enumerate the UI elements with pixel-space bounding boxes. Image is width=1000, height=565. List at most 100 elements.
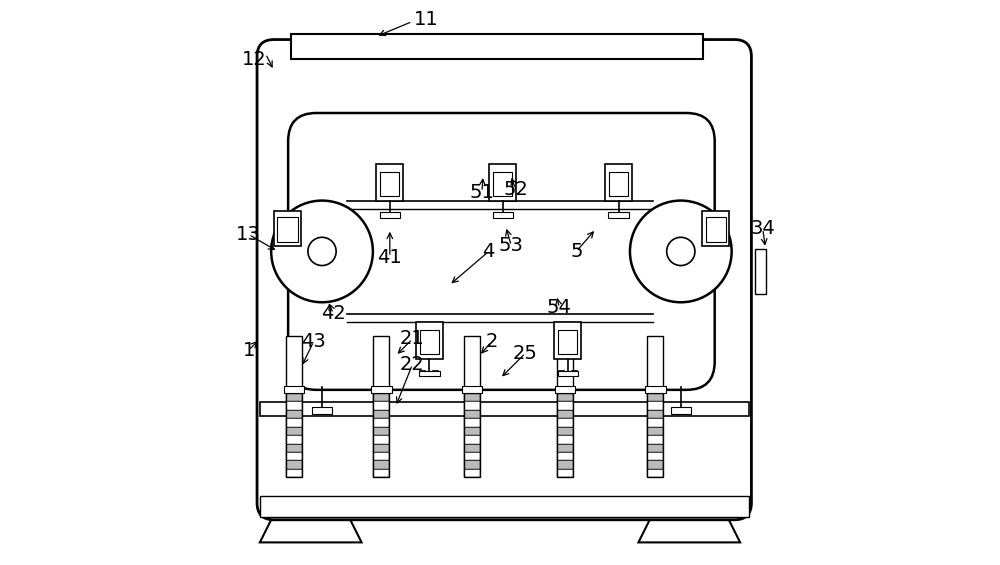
Bar bbox=[645, 386, 666, 393]
Bar bbox=[286, 410, 302, 418]
Bar bbox=[558, 330, 577, 354]
Bar bbox=[286, 418, 302, 427]
Bar bbox=[557, 435, 573, 444]
Bar bbox=[493, 172, 512, 196]
Text: 4: 4 bbox=[483, 242, 495, 261]
Bar bbox=[647, 427, 663, 435]
Bar bbox=[647, 393, 663, 477]
Bar bbox=[647, 444, 663, 452]
Bar bbox=[671, 407, 691, 414]
Bar bbox=[373, 460, 389, 469]
Bar bbox=[647, 435, 663, 444]
Bar bbox=[286, 401, 302, 410]
Text: 51: 51 bbox=[469, 182, 494, 202]
Circle shape bbox=[667, 237, 695, 266]
Bar bbox=[286, 452, 302, 460]
Bar bbox=[464, 452, 480, 460]
Bar bbox=[464, 418, 480, 427]
Bar bbox=[416, 322, 443, 359]
Bar bbox=[464, 393, 480, 477]
Bar bbox=[647, 452, 663, 460]
Bar bbox=[373, 452, 389, 460]
Bar bbox=[557, 427, 573, 435]
Text: 34: 34 bbox=[750, 219, 775, 238]
Bar bbox=[647, 410, 663, 418]
Bar bbox=[647, 336, 663, 393]
Bar bbox=[557, 393, 573, 477]
Text: 43: 43 bbox=[301, 332, 326, 351]
Bar bbox=[286, 393, 302, 401]
Circle shape bbox=[271, 201, 373, 302]
Bar bbox=[286, 393, 302, 477]
Bar bbox=[373, 393, 389, 477]
Circle shape bbox=[308, 237, 336, 266]
Bar bbox=[260, 402, 749, 416]
Bar bbox=[464, 427, 480, 435]
Bar bbox=[557, 393, 573, 401]
Text: 5: 5 bbox=[570, 242, 583, 261]
Bar bbox=[464, 336, 480, 393]
Text: 22: 22 bbox=[400, 355, 425, 374]
Text: 25: 25 bbox=[513, 344, 538, 363]
Bar bbox=[286, 460, 302, 469]
Bar bbox=[373, 393, 389, 401]
Text: 2: 2 bbox=[485, 332, 498, 351]
Bar bbox=[373, 435, 389, 444]
Bar bbox=[419, 371, 440, 376]
Bar bbox=[286, 427, 302, 435]
Bar bbox=[493, 212, 513, 218]
Bar bbox=[420, 330, 439, 354]
Bar bbox=[286, 435, 302, 444]
Text: 11: 11 bbox=[414, 10, 439, 29]
Bar bbox=[464, 435, 480, 444]
Bar bbox=[557, 418, 573, 427]
Bar bbox=[380, 172, 399, 196]
Bar bbox=[312, 407, 332, 414]
Text: 13: 13 bbox=[236, 225, 261, 244]
Bar bbox=[376, 164, 403, 201]
Bar bbox=[557, 460, 573, 469]
Bar bbox=[609, 172, 628, 196]
Bar bbox=[373, 444, 389, 452]
Bar bbox=[462, 386, 482, 393]
Bar bbox=[702, 211, 729, 246]
Text: 42: 42 bbox=[321, 304, 346, 323]
Bar bbox=[260, 496, 749, 517]
Bar bbox=[373, 469, 389, 477]
FancyBboxPatch shape bbox=[257, 40, 751, 520]
Bar bbox=[464, 393, 480, 401]
Bar bbox=[647, 469, 663, 477]
Bar bbox=[274, 211, 301, 246]
Bar bbox=[647, 418, 663, 427]
Bar bbox=[286, 444, 302, 452]
Bar bbox=[489, 164, 516, 201]
Bar bbox=[373, 336, 389, 393]
Bar bbox=[557, 469, 573, 477]
Bar bbox=[373, 418, 389, 427]
Bar bbox=[557, 452, 573, 460]
Text: 12: 12 bbox=[242, 50, 267, 69]
Bar bbox=[755, 249, 766, 294]
Bar bbox=[605, 164, 632, 201]
Text: 52: 52 bbox=[503, 180, 528, 199]
Bar bbox=[284, 386, 304, 393]
Bar bbox=[373, 410, 389, 418]
Bar bbox=[373, 427, 389, 435]
Bar bbox=[647, 401, 663, 410]
Bar bbox=[464, 410, 480, 418]
Bar bbox=[464, 401, 480, 410]
Bar bbox=[371, 386, 392, 393]
Bar bbox=[557, 401, 573, 410]
Bar bbox=[464, 444, 480, 452]
Bar bbox=[706, 217, 726, 242]
Bar bbox=[647, 393, 663, 401]
Bar bbox=[286, 469, 302, 477]
Bar bbox=[557, 444, 573, 452]
Text: 53: 53 bbox=[499, 236, 524, 255]
Bar bbox=[557, 336, 573, 393]
Text: 1: 1 bbox=[242, 341, 255, 360]
Bar bbox=[555, 386, 575, 393]
Bar bbox=[554, 322, 581, 359]
Polygon shape bbox=[260, 520, 362, 542]
Bar bbox=[608, 212, 629, 218]
